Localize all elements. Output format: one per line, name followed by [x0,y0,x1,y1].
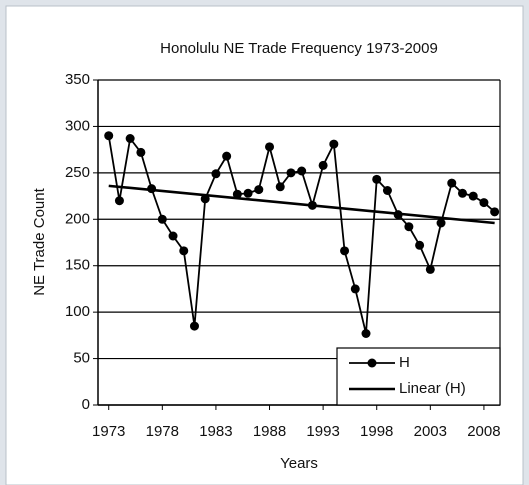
data-point [243,188,253,198]
data-point [329,139,339,149]
x-tick-label: 2008 [467,423,500,440]
data-point [382,186,392,195]
chart-title: Honolulu NE Trade Frequency 1973-2009 [160,40,438,57]
data-point [222,151,232,161]
data-point [104,131,114,141]
data-point [179,246,189,256]
data-point [404,222,414,232]
x-axis-label: Years [280,455,318,472]
y-tick-label: 50 [73,350,90,367]
x-tick-label: 1978 [146,423,179,440]
y-tick-label: 150 [65,257,90,274]
data-point [490,207,500,217]
x-tick-label: 1973 [92,423,125,440]
data-point [479,198,489,208]
data-point [114,196,124,206]
data-point [447,178,457,188]
data-point [136,147,146,157]
x-tick-label: 1993 [306,423,339,440]
data-point [340,246,350,256]
data-point [168,231,178,241]
data-point [286,168,296,178]
y-axis-label: NE Trade Count [31,187,48,295]
y-tick-label: 350 [65,71,90,88]
data-point [265,142,275,152]
data-point [157,214,167,224]
legend-label: H [399,354,410,371]
data-point [189,321,199,331]
data-point [415,240,425,250]
x-tick-label: 1988 [253,423,286,440]
y-tick-label: 250 [65,164,90,181]
data-point [275,182,285,192]
x-tick-label: 1998 [360,423,393,440]
y-tick-label: 200 [65,210,90,227]
data-point [361,329,371,338]
y-tick-label: 0 [82,396,90,413]
data-point [436,218,446,228]
data-point [457,188,467,198]
data-point [425,264,435,274]
y-tick-label: 100 [65,303,90,320]
data-point [297,166,307,176]
data-point [350,284,360,294]
x-tick-label: 1983 [199,423,232,440]
data-point [318,160,328,170]
legend-box [336,347,501,406]
y-tick-label: 300 [65,117,90,134]
data-point [232,189,242,199]
data-point [125,134,135,143]
x-tick-label: 2003 [414,423,447,440]
data-point [468,191,478,201]
legend-marker [367,358,377,368]
series-line [108,184,495,225]
data-point [254,185,264,195]
legend-label: Linear (H) [399,380,466,397]
data-point [211,169,221,179]
data-point [372,174,382,184]
